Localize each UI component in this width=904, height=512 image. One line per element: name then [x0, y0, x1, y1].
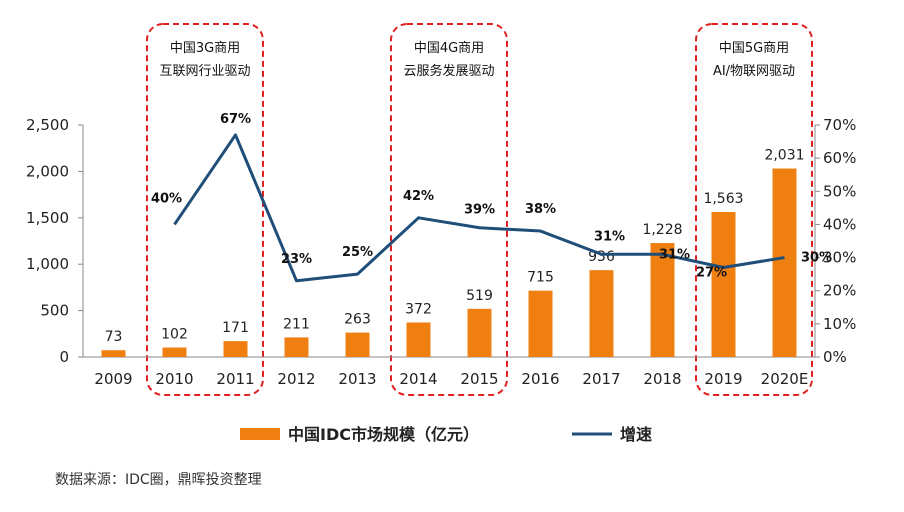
- legend-bar-label: 中国IDC市场规模（亿元）: [288, 425, 479, 444]
- bar-series: 73 102 171 211 2633725197159361,2281,5632,03…: [101, 148, 805, 357]
- legend-line-label: 增速: [620, 425, 652, 444]
- bar-value-label: 2,031: [764, 148, 804, 164]
- bar-value-label: 102: [161, 327, 188, 343]
- bar-value-label: 73: [105, 329, 123, 345]
- annotation-box: [695, 23, 813, 396]
- bar: [650, 243, 675, 357]
- growth-value-label: 38%: [525, 202, 556, 217]
- growth-value-label: 25%: [342, 245, 373, 260]
- left-tick-label: 1,500: [26, 209, 69, 227]
- annotation-box: [146, 23, 264, 396]
- x-tick-label: 2011: [216, 370, 254, 388]
- legend: 中国IDC市场规模（亿元） 增速: [240, 425, 652, 444]
- annotation-line1: 中国3G商用: [170, 41, 240, 56]
- x-tick-label: 2015: [460, 370, 498, 388]
- annotation-line1: 中国5G商用: [719, 41, 789, 56]
- left-tick-label: 2,500: [26, 116, 69, 134]
- source-note: 数据来源：IDC圈，鼎晖投资整理: [55, 472, 262, 488]
- x-tick-label: 2016: [521, 370, 559, 388]
- right-tick-label: 60%: [823, 149, 856, 167]
- bar: [406, 322, 431, 357]
- annotation-line2: 云服务发展驱动: [403, 63, 494, 79]
- bar-value-label: 715: [527, 270, 554, 286]
- growth-value-label: 30%: [801, 251, 832, 266]
- bar: [284, 337, 309, 357]
- growth-value-label: 40%: [151, 191, 182, 206]
- growth-value-label: 31%: [659, 247, 690, 262]
- right-tick-label: 10%: [823, 315, 856, 333]
- x-tick-label: 2018: [643, 370, 681, 388]
- growth-value-label: 31%: [594, 229, 625, 244]
- bar-value-label: 211: [283, 316, 310, 332]
- annotation-box: [390, 23, 508, 396]
- bar-value-label: 263: [344, 312, 371, 328]
- right-tick-label: 20%: [823, 282, 856, 300]
- right-tick-label: 30%: [823, 249, 856, 267]
- x-tick-label: 2014: [399, 370, 437, 388]
- growth-value-label: 27%: [696, 266, 727, 281]
- x-tick-label: 2013: [338, 370, 376, 388]
- right-tick-label: 0%: [823, 348, 847, 366]
- annotation-line2: 互联网行业驱动: [159, 64, 250, 79]
- growth-value-label: 23%: [281, 252, 312, 267]
- legend-bar-swatch: [240, 428, 280, 440]
- growth-line-series: 40% 67% 23% 25% 42% 39% 38% 31% 31% 27% 30%: [151, 112, 832, 283]
- bar: [589, 270, 614, 357]
- growth-line: [173, 133, 785, 283]
- bar: [101, 350, 126, 357]
- left-tick-label: 2,000: [26, 162, 69, 180]
- bar: [345, 332, 370, 357]
- bar: [772, 168, 797, 357]
- bar: [162, 347, 187, 357]
- right-tick-label: 40%: [823, 215, 856, 233]
- annotation-line1: 中国4G商用: [414, 41, 484, 56]
- annotation-line2: AI/物联网驱动: [713, 64, 795, 79]
- bar: [467, 308, 492, 357]
- bar: [223, 341, 248, 357]
- bar-value-label: 372: [405, 301, 432, 317]
- x-tick-label: 2019: [704, 370, 742, 388]
- left-tick-label: 1,000: [26, 255, 69, 273]
- bar: [711, 211, 736, 357]
- right-tick-label: 70%: [823, 116, 856, 134]
- left-tick-label: 500: [40, 302, 69, 320]
- x-tick-label: 2010: [155, 370, 193, 388]
- bar-value-label: 1,563: [703, 191, 743, 207]
- right-tick-label: 50%: [823, 182, 856, 200]
- growth-value-label: 39%: [464, 203, 495, 218]
- growth-value-label: 67%: [220, 112, 251, 127]
- x-tick-label: 2020E: [761, 370, 809, 388]
- bar-value-label: 519: [466, 288, 493, 304]
- x-tick-label: 2017: [582, 370, 620, 388]
- bar-value-label: 1,228: [642, 222, 682, 238]
- growth-value-label: 42%: [403, 189, 434, 204]
- x-tick-label: 2009: [94, 370, 132, 388]
- left-tick-label: 0: [59, 348, 69, 366]
- bar: [528, 290, 553, 357]
- bar-value-label: 171: [222, 320, 249, 336]
- axes: 0 500 1,000 1,500 2,000 2,500 0% 10% 20% 30% 40% 50…: [26, 116, 856, 388]
- x-tick-label: 2012: [277, 370, 315, 388]
